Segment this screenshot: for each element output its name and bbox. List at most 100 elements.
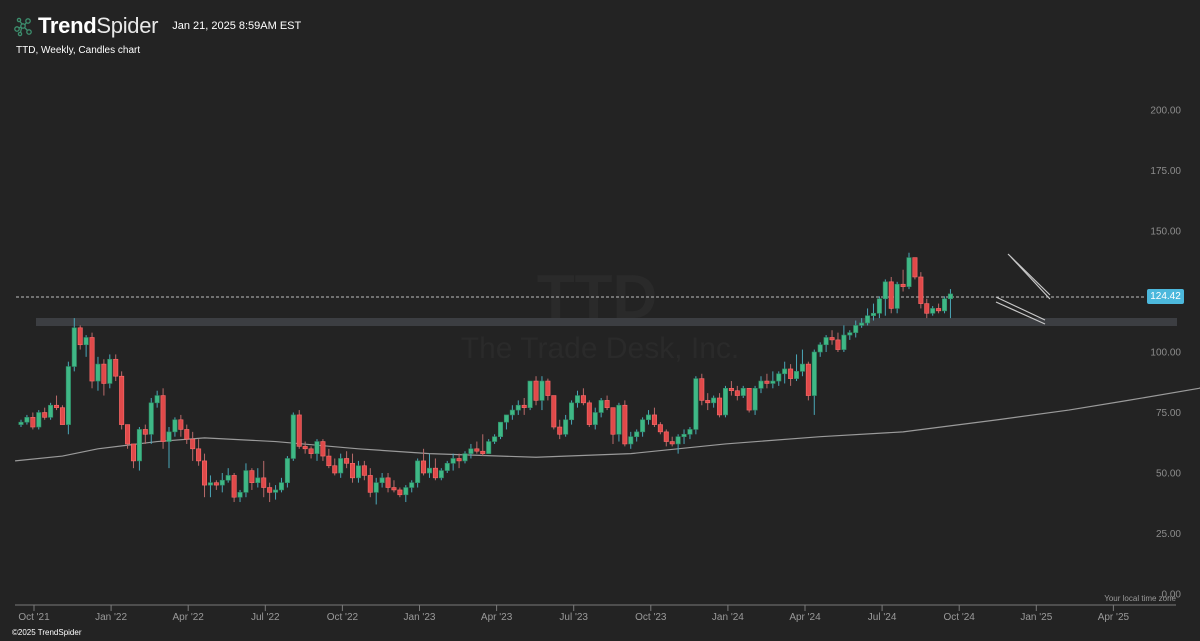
candle[interactable] (563, 419, 569, 435)
candle[interactable] (314, 441, 320, 454)
candle[interactable] (119, 375, 125, 425)
candle[interactable] (882, 281, 888, 300)
candle[interactable] (865, 315, 871, 324)
candle[interactable] (432, 467, 438, 479)
candle[interactable] (598, 400, 604, 413)
candle[interactable] (190, 438, 196, 450)
candle[interactable] (290, 414, 296, 459)
candle[interactable] (77, 327, 83, 346)
candle[interactable] (557, 426, 563, 435)
candle[interactable] (302, 446, 308, 450)
candle[interactable] (450, 458, 456, 464)
candle[interactable] (202, 460, 208, 486)
candle[interactable] (687, 429, 693, 435)
candle[interactable] (249, 470, 255, 483)
candle[interactable] (89, 337, 95, 382)
candle[interactable] (95, 363, 101, 382)
candle[interactable] (107, 358, 113, 384)
candle[interactable] (273, 489, 279, 493)
candle[interactable] (308, 448, 314, 454)
candle[interactable] (267, 487, 273, 493)
candle[interactable] (829, 337, 835, 341)
candle[interactable] (125, 424, 131, 445)
candle[interactable] (30, 417, 36, 428)
candle[interactable] (646, 414, 652, 421)
candle[interactable] (278, 482, 284, 491)
candle[interactable] (231, 475, 237, 498)
candle[interactable] (332, 465, 338, 474)
candle[interactable] (924, 303, 930, 314)
candle[interactable] (18, 421, 24, 425)
candle[interactable] (166, 431, 172, 442)
candle[interactable] (361, 465, 367, 476)
candle[interactable] (912, 257, 918, 278)
candle[interactable] (545, 380, 551, 396)
candle[interactable] (385, 477, 391, 488)
candle[interactable] (243, 470, 249, 493)
candle[interactable] (379, 477, 385, 483)
candle[interactable] (669, 441, 675, 445)
candle[interactable] (634, 431, 640, 437)
candle[interactable] (888, 281, 894, 309)
candle[interactable] (391, 487, 397, 491)
candle[interactable] (853, 325, 859, 333)
candle[interactable] (326, 455, 332, 467)
candle[interactable] (752, 387, 758, 411)
candle[interactable] (261, 477, 267, 488)
candle[interactable] (136, 429, 142, 462)
candle[interactable] (509, 409, 515, 416)
candle[interactable] (486, 441, 492, 454)
candle[interactable] (213, 482, 219, 486)
candle[interactable] (811, 351, 817, 396)
candle[interactable] (592, 412, 598, 425)
candle[interactable] (397, 489, 403, 496)
candle[interactable] (580, 395, 586, 404)
candle[interactable] (421, 460, 427, 474)
candle[interactable] (154, 395, 160, 404)
moving-average-line[interactable] (15, 376, 1200, 462)
descending-channel[interactable] (995, 253, 1051, 325)
candle[interactable] (610, 407, 616, 435)
candle[interactable] (54, 404, 60, 408)
candle[interactable] (113, 358, 119, 377)
candle[interactable] (355, 465, 361, 479)
candle[interactable] (640, 419, 646, 433)
candle[interactable] (663, 431, 669, 442)
candle[interactable] (870, 312, 876, 316)
candle[interactable] (764, 380, 770, 384)
candle[interactable] (551, 395, 557, 428)
candle[interactable] (699, 378, 705, 401)
candle[interactable] (320, 441, 326, 457)
candle[interactable] (817, 344, 823, 353)
candle[interactable] (794, 371, 800, 379)
candle[interactable] (503, 414, 509, 423)
candle[interactable] (438, 470, 444, 479)
candle[interactable] (219, 479, 225, 486)
candle[interactable] (130, 443, 136, 462)
candle[interactable] (65, 366, 71, 425)
candle[interactable] (539, 380, 545, 401)
candle[interactable] (36, 412, 42, 428)
candle[interactable] (344, 458, 350, 464)
candle[interactable] (48, 404, 54, 418)
candle[interactable] (847, 332, 853, 336)
candle[interactable] (740, 387, 746, 396)
candle[interactable] (59, 407, 65, 425)
candle[interactable] (782, 368, 788, 375)
candle[interactable] (480, 450, 486, 454)
candle[interactable] (947, 293, 953, 300)
candle[interactable] (693, 378, 699, 430)
candle[interactable] (498, 421, 504, 437)
candle[interactable] (527, 380, 533, 408)
candle[interactable] (859, 322, 865, 326)
candle[interactable] (255, 477, 261, 483)
candle[interactable] (651, 414, 657, 425)
candle[interactable] (574, 395, 580, 404)
candle[interactable] (788, 368, 794, 379)
candle[interactable] (770, 380, 776, 384)
candle[interactable] (675, 436, 681, 445)
candle[interactable] (681, 433, 687, 437)
candle[interactable] (462, 453, 468, 462)
candle[interactable] (657, 424, 663, 433)
candle[interactable] (746, 387, 752, 411)
